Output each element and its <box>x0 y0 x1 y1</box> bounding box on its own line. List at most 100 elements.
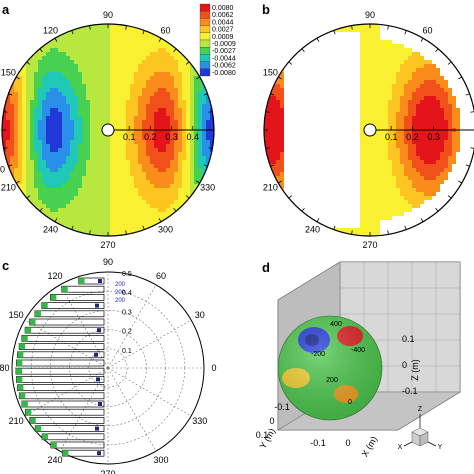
contour-cell <box>190 180 195 185</box>
contour-cell <box>320 208 325 213</box>
contour-cell <box>90 92 95 97</box>
contour-cell <box>472 144 474 149</box>
contour-cell <box>440 52 445 57</box>
contour-cell <box>372 84 377 89</box>
contour-cell <box>348 204 353 209</box>
contour-cell <box>98 148 103 153</box>
contour-cell <box>432 116 437 121</box>
contour-cell <box>456 72 461 77</box>
contour-cell <box>174 148 179 153</box>
contour-cell <box>296 156 301 161</box>
contour-cell <box>86 36 91 41</box>
contour-cell <box>118 124 123 129</box>
contour-cell <box>440 84 445 89</box>
contour-cell <box>376 184 381 189</box>
contour-cell <box>324 104 329 109</box>
contour-cell <box>162 216 167 221</box>
contour-cell <box>464 104 469 109</box>
contour-cell <box>396 36 401 41</box>
contour-cell <box>380 92 385 97</box>
bar-core-marker <box>98 279 102 283</box>
contour-cell <box>94 48 99 53</box>
contour-cell <box>344 152 349 157</box>
contour-cell <box>384 196 389 201</box>
contour-cell <box>138 32 143 37</box>
contour-cell <box>340 216 345 221</box>
contour-cell <box>134 160 139 165</box>
angle-tick-mark <box>447 61 452 65</box>
contour-cell <box>74 136 79 141</box>
contour-cell <box>86 152 91 157</box>
contour-cell <box>360 52 365 57</box>
contour-cell <box>30 120 35 125</box>
contour-cell <box>90 44 95 49</box>
contour-cell <box>416 208 421 213</box>
contour-cell <box>388 136 393 141</box>
contour-cell <box>308 80 313 85</box>
contour-cell <box>74 88 79 93</box>
contour-cell <box>194 176 199 181</box>
bar-value-label: 200 <box>115 298 126 304</box>
contour-cell <box>102 176 107 181</box>
contour-cell <box>460 92 465 97</box>
contour-cell <box>320 192 325 197</box>
bar-outline <box>21 335 105 342</box>
contour-cell <box>436 152 441 157</box>
contour-cell <box>400 148 405 153</box>
contour-cell <box>468 96 473 101</box>
contour-cell <box>404 196 409 201</box>
contour-cell <box>412 172 417 177</box>
contour-cell <box>42 192 47 197</box>
contour-cell <box>186 152 191 157</box>
contour-cell <box>440 60 445 65</box>
contour-cell <box>444 116 449 121</box>
contour-cell <box>130 152 135 157</box>
contour-cell <box>400 36 405 41</box>
contour-cell <box>360 48 365 53</box>
contour-cell <box>416 180 421 185</box>
contour-cell <box>186 116 191 121</box>
contour-cell <box>404 120 409 125</box>
contour-cell <box>182 184 187 189</box>
contour-cell <box>154 108 159 113</box>
contour-cell <box>138 60 143 65</box>
contour-cell <box>66 96 71 101</box>
contour-cell <box>424 120 429 125</box>
contour-cell <box>90 208 95 213</box>
contour-cell <box>62 88 67 93</box>
contour-cell <box>158 96 163 101</box>
contour-cell <box>464 152 469 157</box>
contour-cell <box>26 188 31 193</box>
contour-cell <box>34 88 39 93</box>
contour-cell <box>86 56 91 61</box>
contour-cell <box>404 112 409 117</box>
contour-cell <box>308 156 313 161</box>
contour-cell <box>114 40 119 45</box>
contour-cell <box>360 184 365 189</box>
contour-cell <box>202 156 207 161</box>
contour-cell <box>202 168 207 173</box>
contour-cell <box>138 152 143 157</box>
contour-cell <box>316 124 321 129</box>
contour-cell <box>182 112 187 117</box>
contour-cell <box>380 88 385 93</box>
contour-cell <box>436 88 441 93</box>
contour-cell <box>78 68 83 73</box>
contour-cell <box>14 92 19 97</box>
contour-cell <box>412 216 417 221</box>
triad-x-axis <box>403 441 413 447</box>
contour-cell <box>284 184 289 189</box>
contour-cell <box>444 68 449 73</box>
contour-cell <box>94 52 99 57</box>
contour-cell <box>166 68 171 73</box>
contour-cell <box>412 100 417 105</box>
contour-cell <box>22 168 27 173</box>
contour-cell <box>166 92 171 97</box>
contour-cell <box>154 216 159 221</box>
contour-cell <box>90 180 95 185</box>
contour-cell <box>384 36 389 41</box>
contour-cell <box>332 132 337 137</box>
contour-cell <box>304 176 309 181</box>
contour-cell <box>416 140 421 145</box>
